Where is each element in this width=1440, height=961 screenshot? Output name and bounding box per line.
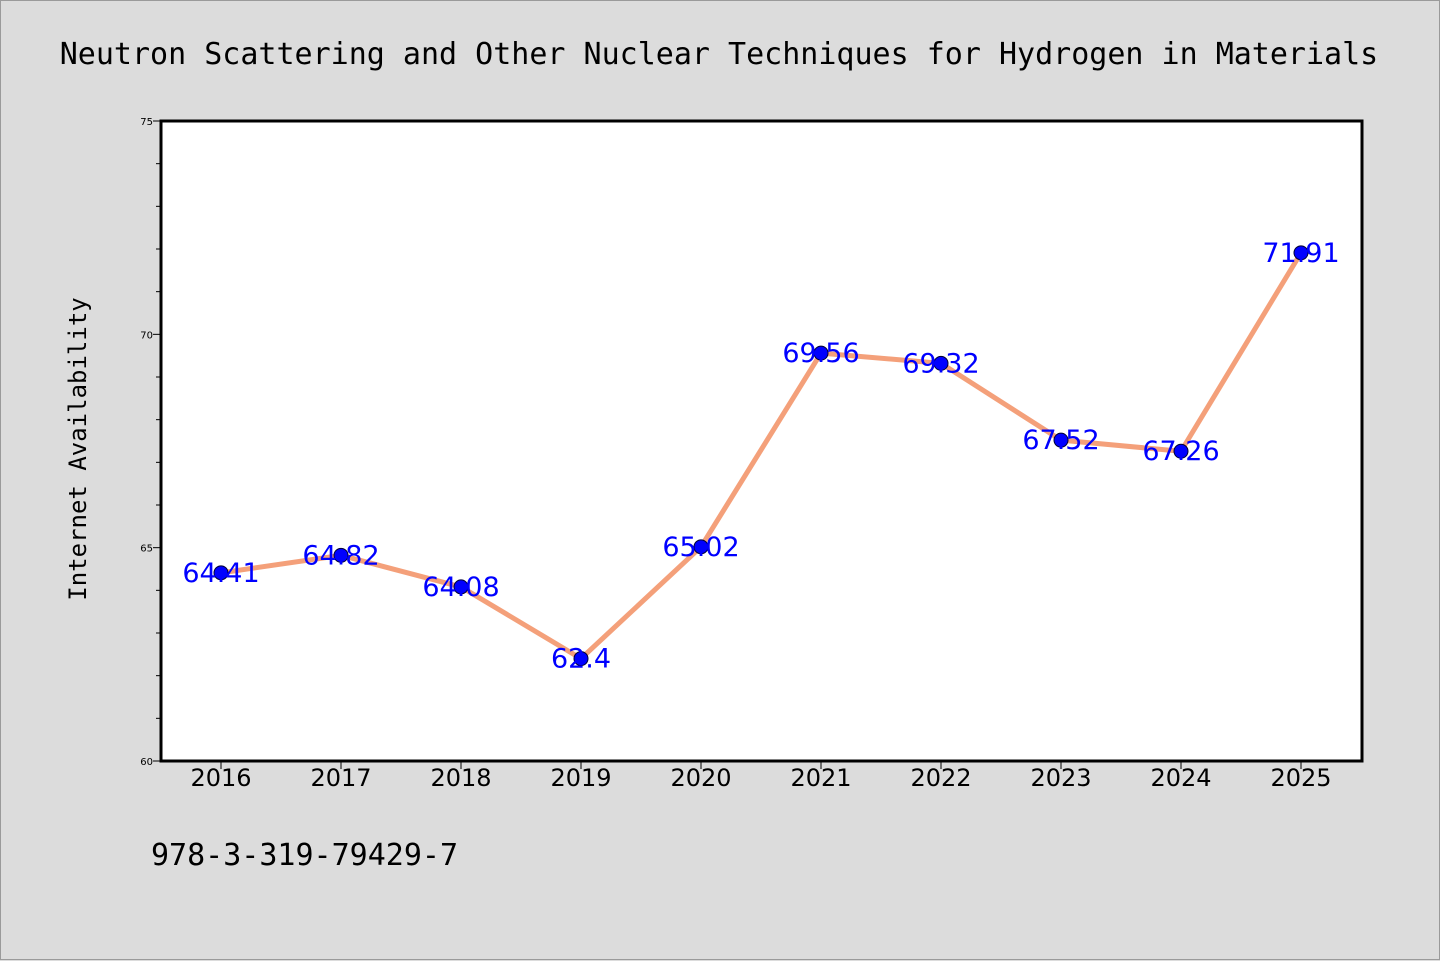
series-line <box>220 251 1304 662</box>
x-tick-label: 2023 <box>1030 764 1091 792</box>
data-point <box>1173 443 1189 459</box>
data-label: 65.02 <box>662 532 739 563</box>
data-label: 69.56 <box>782 338 859 369</box>
y-tick-label: 60 <box>140 757 153 768</box>
data-label: 64.08 <box>422 572 499 603</box>
data-label: 71.91 <box>1262 238 1339 269</box>
data-label: 62.4 <box>551 644 611 675</box>
y-axis-label: Internet Availability <box>64 297 92 600</box>
x-tick-label: 2022 <box>910 764 971 792</box>
y-tick-label: 65 <box>140 544 153 555</box>
x-tick-label: 2021 <box>790 764 851 792</box>
data-point <box>693 539 709 555</box>
data-label: 69.32 <box>902 348 979 379</box>
data-label: 67.26 <box>1142 436 1219 467</box>
data-point <box>453 579 469 595</box>
x-tick-label: 2019 <box>550 764 611 792</box>
x-axis-ticks: 2016 2017 2018 2019 2020 2021 2022 2023 2024 2025 <box>190 761 1332 792</box>
plot-area <box>159 119 1364 763</box>
chart-title: Neutron Scattering and Other Nuclear Tec… <box>60 37 1379 72</box>
isbn-footer: 978-3-319-79429-7 <box>151 838 458 873</box>
data-point <box>1293 245 1309 261</box>
y-tick-label: 70 <box>140 330 153 341</box>
data-point <box>333 547 349 563</box>
x-tick-label: 2017 <box>310 764 371 792</box>
x-tick-label: 2024 <box>1150 764 1211 792</box>
y-tick-label: 75 <box>140 117 153 128</box>
data-markers <box>213 245 1309 667</box>
x-tick-label: 2020 <box>670 764 731 792</box>
x-tick-label: 2025 <box>1270 764 1331 792</box>
data-point <box>213 565 229 581</box>
x-tick-label: 2018 <box>430 764 491 792</box>
data-point <box>1053 432 1069 448</box>
data-point <box>933 355 949 371</box>
data-label: 67.52 <box>1022 425 1099 456</box>
data-point <box>813 345 829 361</box>
data-label: 64.82 <box>302 540 379 571</box>
x-tick-label: 2016 <box>190 764 251 792</box>
data-label: 64.41 <box>182 558 259 589</box>
data-labels: 64.41 64.82 64.08 62.4 65.02 69.56 69.32 67.52 6… <box>182 238 1339 675</box>
y-axis-ticks: 60 65 70 75 <box>140 117 161 768</box>
data-point <box>573 651 589 667</box>
